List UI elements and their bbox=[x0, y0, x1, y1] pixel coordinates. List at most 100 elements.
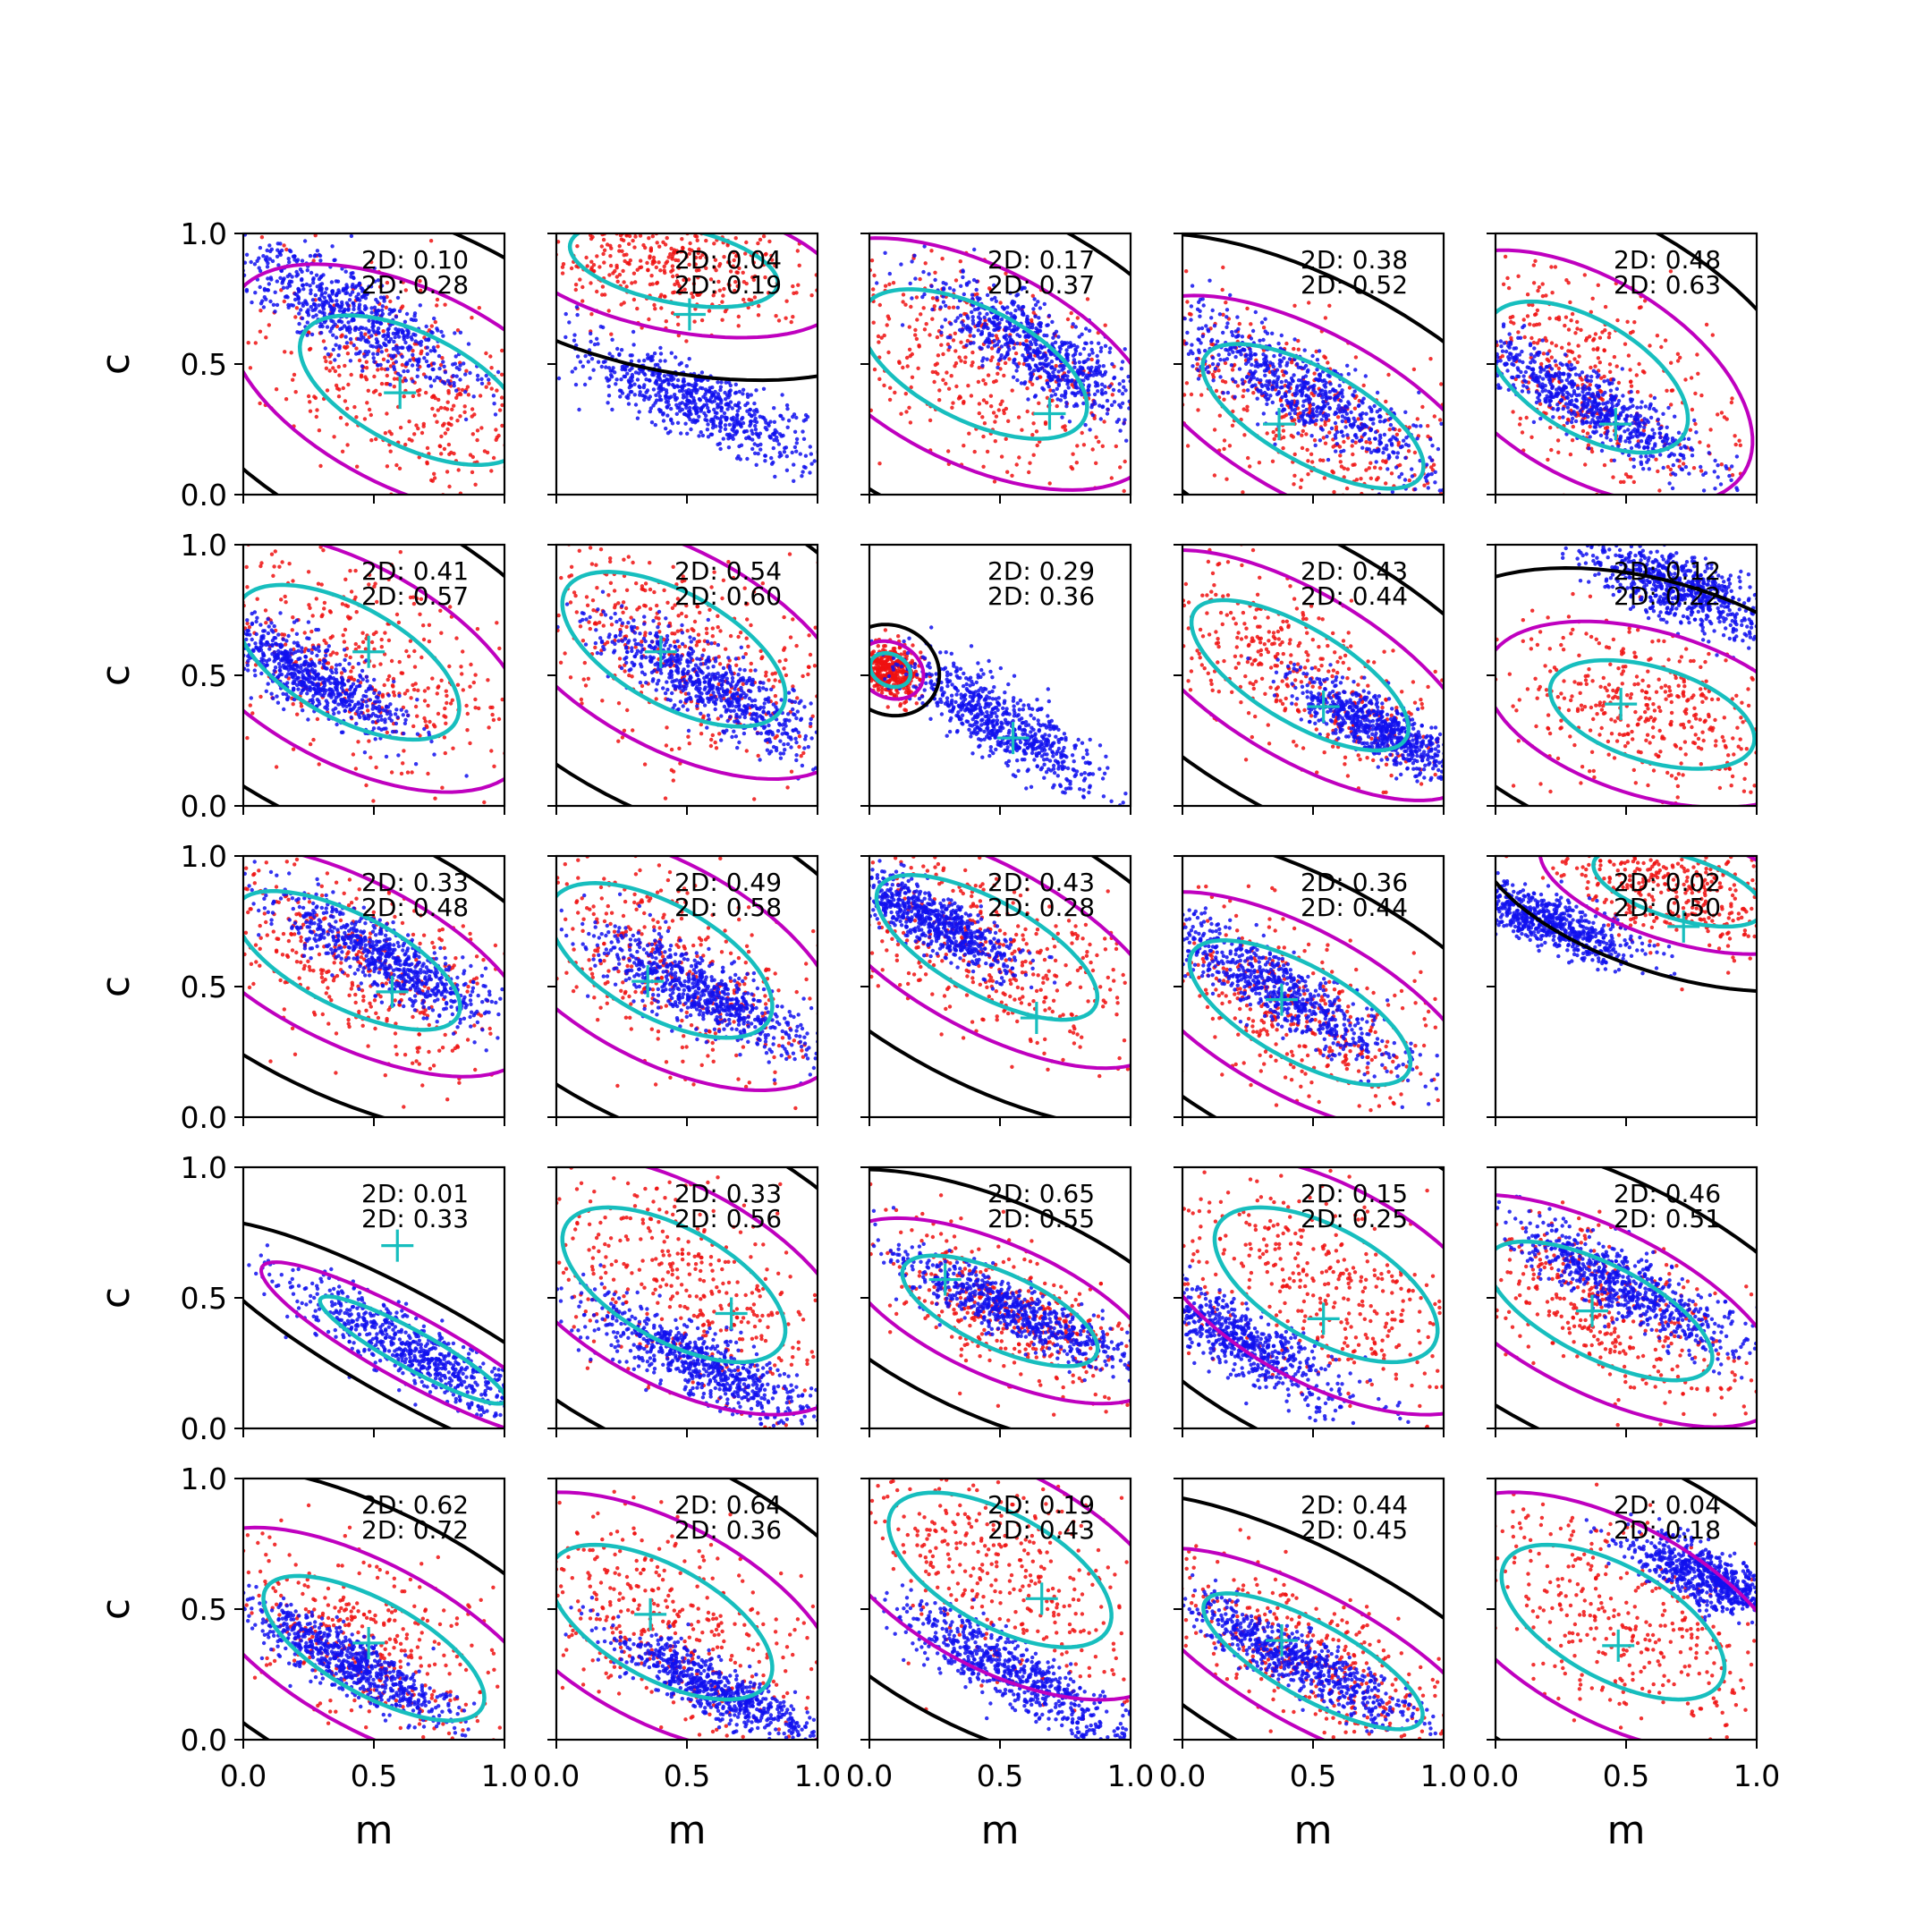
red-scatter-point bbox=[1228, 444, 1232, 447]
blue-scatter-point bbox=[883, 251, 886, 255]
blue-scatter-point bbox=[723, 411, 726, 415]
red-scatter-point bbox=[420, 431, 424, 435]
blue-scatter-point bbox=[468, 371, 471, 375]
red-scatter-point bbox=[1498, 508, 1502, 512]
red-scatter-points bbox=[1379, 195, 1835, 537]
red-scatter-point bbox=[1412, 368, 1416, 371]
blue-scatter-point bbox=[1272, 354, 1275, 358]
red-scatter-point bbox=[1613, 355, 1616, 359]
blue-scatter-point bbox=[583, 383, 587, 386]
red-scatter-point bbox=[1597, 284, 1600, 287]
blue-scatter-point bbox=[1183, 317, 1187, 320]
blue-scatter-point bbox=[901, 323, 904, 326]
red-scatter-point bbox=[488, 354, 492, 358]
red-scatter-point bbox=[1629, 475, 1632, 479]
red-scatter-point bbox=[494, 428, 497, 431]
red-scatter-point bbox=[539, 206, 543, 209]
blue-scatter-point bbox=[987, 341, 991, 344]
blue-scatter-point bbox=[1738, 521, 1741, 524]
blue-scatter-point bbox=[1302, 400, 1306, 403]
red-scatter-point bbox=[380, 367, 384, 370]
blue-scatter-point bbox=[1034, 364, 1038, 368]
red-scatter-point bbox=[1090, 358, 1094, 361]
blue-scatter-point bbox=[847, 471, 851, 475]
red-scatter-point bbox=[720, 300, 724, 303]
red-scatter-point bbox=[1306, 472, 1309, 476]
blue-scatter-point bbox=[1031, 358, 1035, 361]
red-scatter-point bbox=[1408, 496, 1411, 500]
red-scatter-point bbox=[1011, 388, 1014, 392]
blue-scatter-point bbox=[1226, 391, 1230, 394]
blue-scatter-point bbox=[577, 408, 580, 411]
blue-scatter-point bbox=[1160, 285, 1164, 289]
red-scatter-point bbox=[372, 390, 376, 394]
blue-scatter-point bbox=[1099, 346, 1103, 350]
blue-scatter-point bbox=[1369, 451, 1373, 454]
blue-scatter-point bbox=[432, 349, 436, 352]
blue-scatter-point bbox=[312, 302, 316, 306]
blue-scatter-point bbox=[268, 300, 272, 303]
red-scatter-point bbox=[449, 451, 453, 454]
red-scatter-point bbox=[649, 274, 653, 277]
stat-annotation: 2D: 0.37 bbox=[987, 270, 1095, 300]
blue-scatter-point bbox=[1042, 334, 1046, 337]
blue-scatter-point bbox=[1318, 438, 1322, 442]
red-scatter-point bbox=[1292, 435, 1295, 438]
red-scatter-point bbox=[717, 229, 721, 233]
red-scatter-point bbox=[1519, 195, 1522, 199]
blue-scatter-point bbox=[1045, 370, 1048, 374]
red-scatter-point bbox=[1395, 433, 1399, 436]
blue-scatter-point bbox=[1443, 504, 1446, 507]
red-scatter-point bbox=[923, 327, 927, 331]
red-scatter-point bbox=[1628, 368, 1631, 371]
red-scatter-point bbox=[1723, 415, 1726, 419]
red-scatter-point bbox=[684, 339, 688, 343]
red-scatter-point bbox=[886, 302, 890, 306]
red-scatter-point bbox=[522, 335, 526, 338]
blue-scatter-point bbox=[263, 295, 267, 299]
blue-scatter-point bbox=[287, 306, 291, 309]
blue-scatter-point bbox=[1034, 394, 1038, 397]
blue-scatter-point bbox=[235, 252, 239, 256]
red-scatter-point bbox=[1042, 507, 1046, 511]
blue-scatter-point bbox=[672, 384, 675, 387]
blue-scatter-point bbox=[1028, 367, 1031, 370]
blue-scatter-point bbox=[1328, 396, 1332, 400]
blue-scatter-point bbox=[575, 313, 579, 317]
red-scatter-point bbox=[947, 387, 951, 391]
blue-scatter-point bbox=[333, 358, 336, 361]
blue-scatter-point bbox=[772, 446, 775, 450]
red-scatter-point bbox=[558, 503, 562, 506]
red-scatter-point bbox=[369, 413, 373, 417]
blue-scatter-point bbox=[619, 389, 623, 393]
red-scatter-point bbox=[757, 313, 760, 317]
blue-scatter-point bbox=[1060, 415, 1063, 419]
red-scatter-point bbox=[839, 332, 843, 335]
red-scatter-point bbox=[595, 254, 598, 258]
blue-scatter-point bbox=[437, 377, 441, 380]
blue-scatter-point bbox=[311, 315, 315, 318]
red-scatter-point bbox=[880, 336, 884, 340]
blue-scatter-point bbox=[762, 387, 766, 391]
blue-scatter-point bbox=[1364, 374, 1368, 377]
blue-scatter-point bbox=[176, 206, 180, 209]
red-scatter-point bbox=[954, 385, 958, 388]
red-scatter-point bbox=[365, 366, 369, 369]
blue-scatter-point bbox=[401, 355, 404, 359]
blue-scatter-point bbox=[636, 377, 640, 381]
blue-scatter-point bbox=[607, 352, 611, 355]
blue-scatter-point bbox=[1338, 384, 1342, 387]
blue-scatter-point bbox=[300, 270, 303, 274]
blue-scatter-point bbox=[939, 331, 943, 335]
red-scatter-point bbox=[1555, 363, 1558, 367]
red-scatter-point bbox=[860, 352, 863, 355]
red-scatter-point bbox=[1445, 435, 1448, 438]
red-scatter-point bbox=[524, 433, 528, 436]
blue-scatter-point bbox=[1271, 362, 1275, 366]
blue-scatter-point bbox=[367, 318, 370, 322]
blue-scatter-point bbox=[654, 423, 657, 427]
red-scatter-point bbox=[258, 402, 261, 405]
red-scatter-point bbox=[445, 470, 449, 473]
red-scatter-point bbox=[989, 404, 993, 408]
red-scatter-point bbox=[1698, 440, 1701, 444]
